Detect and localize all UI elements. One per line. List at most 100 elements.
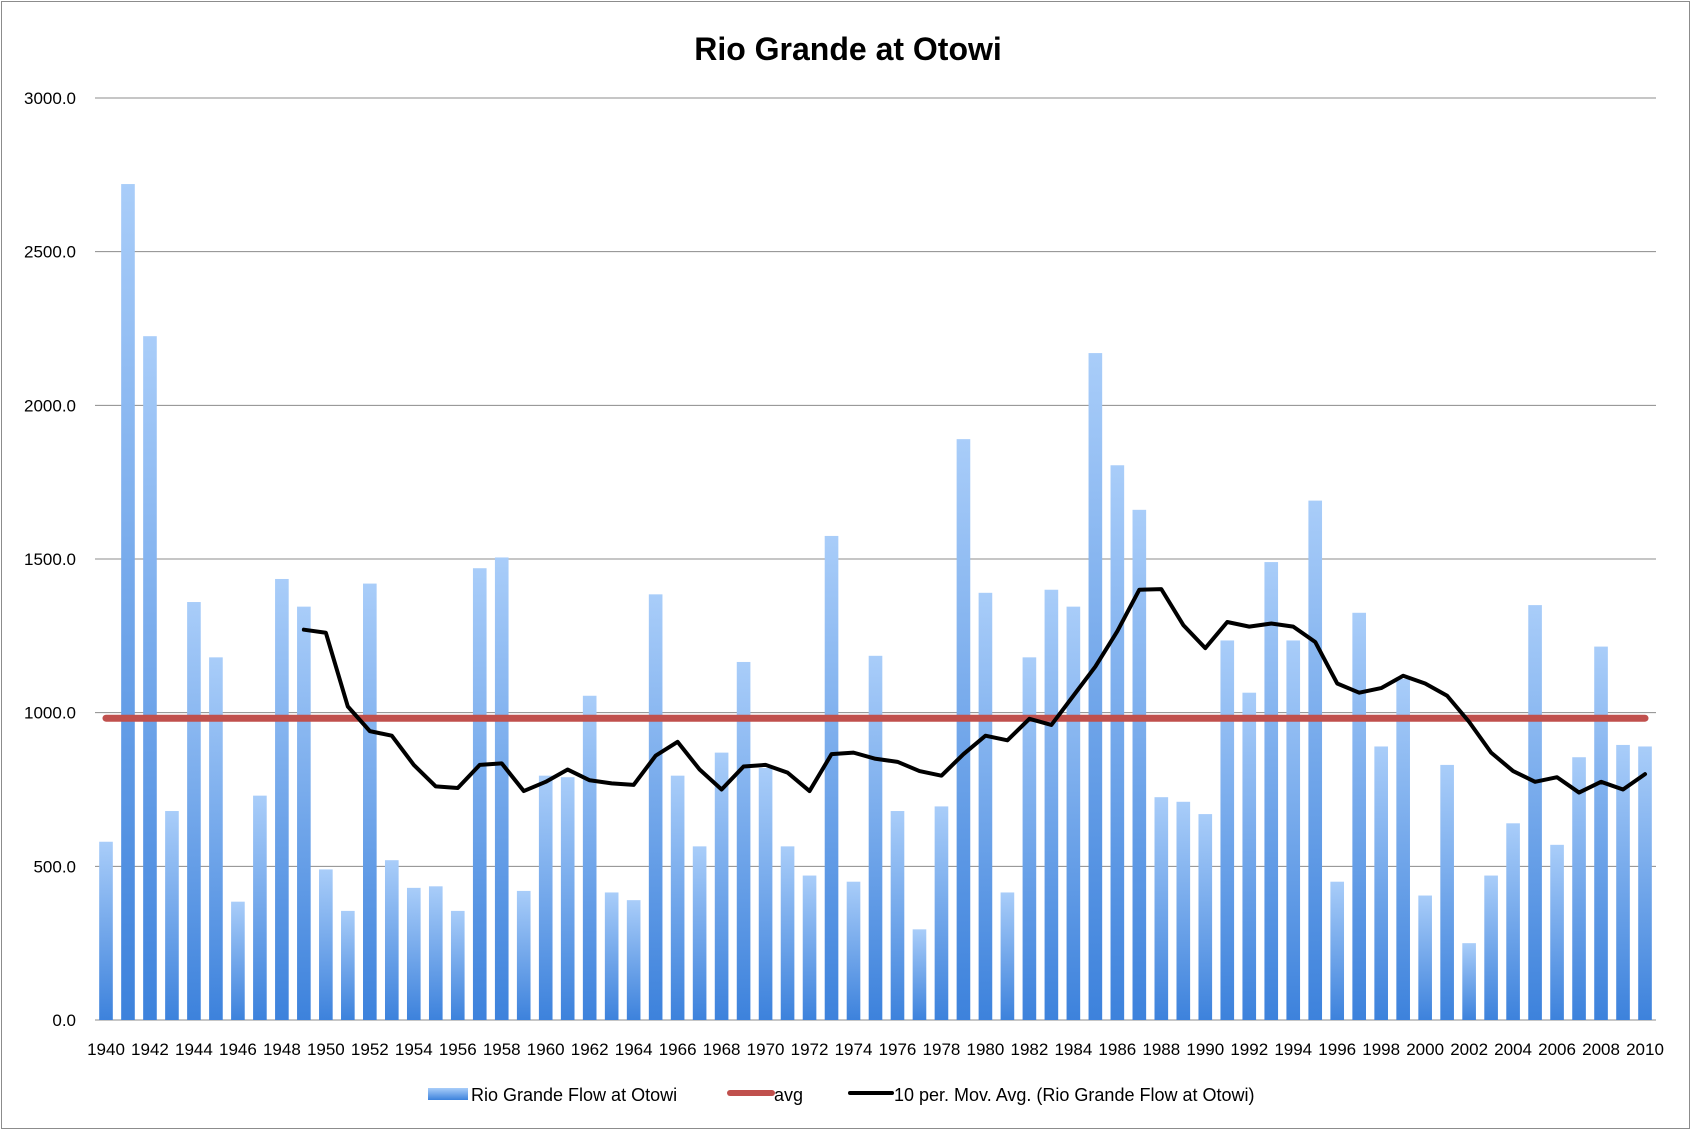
bar-2003 (1484, 875, 1498, 1020)
x-tick-label: 2008 (1582, 1040, 1620, 1059)
x-tick-label: 1980 (967, 1040, 1005, 1059)
legend: Rio Grande Flow at Otowi avg 10 per. Mov… (428, 1085, 1254, 1105)
x-tick-label: 1968 (703, 1040, 741, 1059)
x-tick-label: 1982 (1010, 1040, 1048, 1059)
x-tick-label: 1956 (439, 1040, 477, 1059)
lines (102, 587, 1649, 795)
y-tick-label: 500.0 (33, 857, 76, 876)
bar-2000 (1418, 895, 1432, 1020)
x-tick-label: 1988 (1142, 1040, 1180, 1059)
bar-1987 (1132, 509, 1147, 1020)
x-tick-label: 1972 (791, 1040, 829, 1059)
bar-1961 (560, 777, 575, 1020)
bar-1944 (187, 602, 201, 1020)
x-tick-label: 1976 (879, 1040, 917, 1059)
x-tick-label: 1992 (1230, 1040, 1268, 1059)
bar-1955 (428, 886, 443, 1020)
bar-1975 (868, 655, 883, 1020)
bar-1980 (978, 592, 993, 1020)
bar-1946 (231, 901, 245, 1020)
bar-1960 (538, 775, 553, 1020)
bar-1973 (824, 535, 839, 1020)
bar-1958 (494, 557, 509, 1020)
chart-title: Rio Grande at Otowi (694, 31, 1002, 67)
bar-1950 (319, 869, 333, 1020)
legend-label-avg: avg (774, 1085, 803, 1105)
bar-1992 (1242, 692, 1257, 1020)
bars (99, 184, 1652, 1021)
bar-1977 (912, 929, 927, 1020)
x-tick-label: 1958 (483, 1040, 521, 1059)
x-tick-label: 1944 (175, 1040, 213, 1059)
y-tick-label: 3000.0 (24, 89, 76, 108)
bar-1940 (99, 841, 113, 1020)
bar-1985 (1088, 353, 1103, 1020)
bar-1991 (1220, 640, 1235, 1020)
bar-2005 (1528, 605, 1542, 1020)
bar-1954 (406, 887, 421, 1020)
bar-1982 (1022, 657, 1037, 1020)
x-tick-label: 1964 (615, 1040, 653, 1059)
bar-1942 (143, 336, 157, 1020)
x-tick-label: 1996 (1318, 1040, 1356, 1059)
x-tick-label: 2002 (1450, 1040, 1488, 1059)
bar-1966 (670, 775, 685, 1020)
x-tick-label: 1990 (1186, 1040, 1224, 1059)
bar-1965 (648, 594, 663, 1020)
bar-1997 (1352, 612, 1367, 1020)
bar-2009 (1616, 744, 1630, 1020)
x-tick-label: 2000 (1406, 1040, 1444, 1059)
x-tick-label: 1952 (351, 1040, 389, 1059)
x-tick-label: 1998 (1362, 1040, 1400, 1059)
x-tick-label: 1948 (263, 1040, 301, 1059)
bar-1941 (121, 184, 135, 1020)
x-tick-label: 1946 (219, 1040, 257, 1059)
x-tick-label: 2004 (1494, 1040, 1532, 1059)
bar-1957 (472, 568, 487, 1020)
bar-1951 (341, 910, 355, 1020)
bar-1956 (450, 910, 465, 1020)
y-tick-label: 2500.0 (24, 243, 76, 262)
bar-1962 (582, 695, 597, 1020)
bar-1964 (626, 900, 641, 1020)
bar-1943 (165, 811, 179, 1020)
bar-1998 (1374, 746, 1388, 1020)
bar-1963 (604, 892, 619, 1020)
bar-2006 (1550, 844, 1564, 1020)
x-tick-label: 1960 (527, 1040, 565, 1059)
bar-1996 (1330, 881, 1345, 1020)
y-axis-ticks: 0.0 500.0 1000.0 1500.0 2000.0 2500.0 3000.0 (24, 89, 76, 1030)
bar-1986 (1110, 465, 1125, 1021)
y-tick-label: 1500.0 (24, 550, 76, 569)
x-tick-label: 2010 (1626, 1040, 1664, 1059)
bar-2008 (1594, 646, 1608, 1020)
x-tick-label: 1994 (1274, 1040, 1312, 1059)
bar-1990 (1198, 814, 1213, 1020)
bar-1981 (1000, 892, 1015, 1020)
y-tick-label: 1000.0 (24, 704, 76, 723)
x-axis-ticks: 1940 1942 1944 1946 1948 1950 1952 1954 1956 1958… (87, 1040, 1664, 1059)
bar-2007 (1572, 757, 1586, 1020)
bar-1945 (209, 657, 223, 1020)
x-tick-label: 1984 (1054, 1040, 1092, 1059)
bar-1994 (1286, 640, 1301, 1020)
bar-1988 (1154, 797, 1169, 1020)
bar-2002 (1462, 943, 1476, 1020)
x-tick-label: 1966 (659, 1040, 697, 1059)
bar-1959 (516, 890, 531, 1020)
bar-1983 (1044, 589, 1059, 1020)
bar-1948 (275, 578, 289, 1020)
bar-1952 (363, 583, 377, 1020)
bar-1971 (780, 846, 795, 1020)
y-tick-label: 0.0 (52, 1011, 76, 1030)
x-tick-label: 1954 (395, 1040, 433, 1059)
bar-1953 (384, 860, 399, 1020)
bar-1972 (802, 875, 817, 1020)
x-tick-label: 2006 (1538, 1040, 1576, 1059)
bar-1968 (714, 752, 729, 1020)
x-tick-label: 1940 (87, 1040, 125, 1059)
x-tick-label: 1978 (923, 1040, 961, 1059)
x-tick-label: 1970 (747, 1040, 785, 1059)
